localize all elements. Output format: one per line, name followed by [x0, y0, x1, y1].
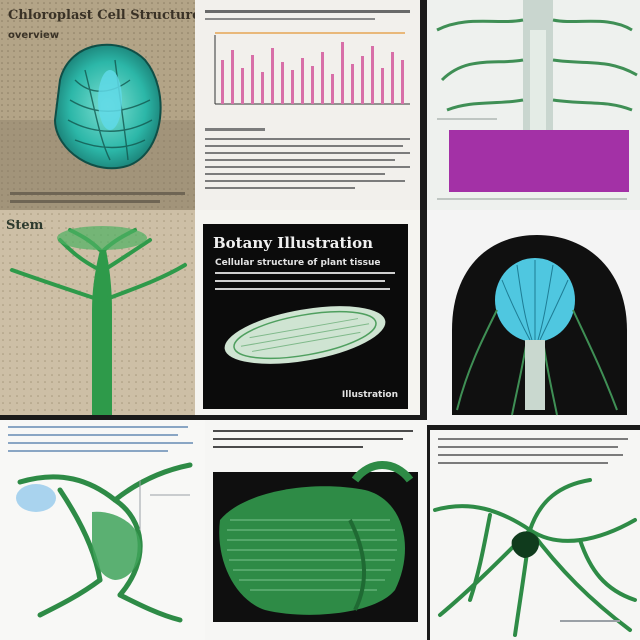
poster-subheading: Cellular structure of plant tissue	[215, 258, 381, 268]
panel-organ-section	[205, 420, 427, 640]
panel-vascular-network	[430, 430, 640, 640]
stomata-illustration	[452, 235, 627, 416]
panel-4-heading: Stem	[6, 218, 44, 233]
panel-1-subheading: overview	[8, 30, 60, 41]
root-illustration	[8, 426, 193, 623]
bar-chart-illustration	[205, 10, 410, 189]
stem-illustration	[436, 0, 638, 200]
cell-illustration	[0, 0, 195, 210]
bars	[221, 42, 404, 104]
poster-heading: Botany Illustration	[213, 234, 374, 252]
panel-root-diagram	[0, 420, 205, 640]
panel-tree: Stem	[0, 210, 195, 415]
panel-botany-poster: Botany Illustration Cellular structure o…	[195, 210, 420, 415]
panel-bar-chart	[195, 0, 420, 210]
panel-1-heading: Chloroplast Cell Structure	[8, 8, 195, 23]
organ-illustration	[213, 430, 418, 622]
vascular-illustration	[433, 438, 637, 637]
tree-illustration	[0, 210, 195, 415]
poster-cell-illustration	[215, 272, 395, 365]
poster-footer: Illustration	[341, 390, 398, 400]
panel-cell-diagram: Chloroplast Cell Structure overview	[0, 0, 195, 210]
panel-stomata	[427, 210, 640, 425]
panel-stem-section	[427, 0, 640, 210]
